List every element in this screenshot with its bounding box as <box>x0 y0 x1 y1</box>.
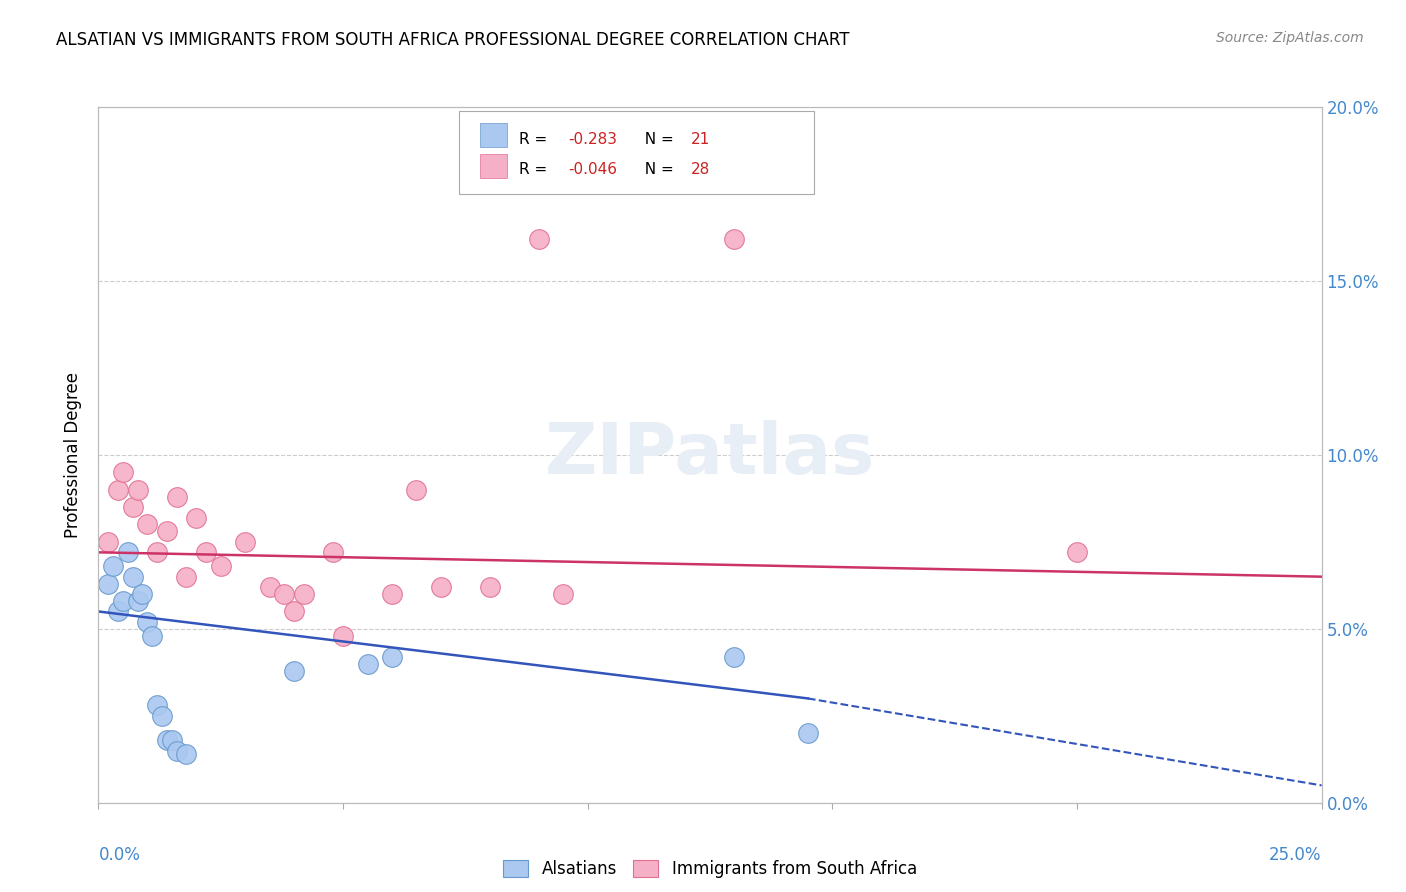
FancyBboxPatch shape <box>479 123 508 147</box>
Text: ALSATIAN VS IMMIGRANTS FROM SOUTH AFRICA PROFESSIONAL DEGREE CORRELATION CHART: ALSATIAN VS IMMIGRANTS FROM SOUTH AFRICA… <box>56 31 849 49</box>
Point <box>322 545 344 559</box>
FancyBboxPatch shape <box>479 153 508 178</box>
Text: N =: N = <box>636 132 679 147</box>
Point <box>121 570 143 584</box>
Text: 25.0%: 25.0% <box>1270 846 1322 863</box>
Point <box>166 744 188 758</box>
Point <box>1066 545 1088 559</box>
Text: 0.0%: 0.0% <box>98 846 141 863</box>
Point <box>150 708 173 723</box>
Point <box>156 524 179 539</box>
Text: -0.283: -0.283 <box>568 132 617 147</box>
Point <box>111 594 134 608</box>
Point <box>430 580 453 594</box>
Point <box>146 698 169 713</box>
Point <box>283 664 305 678</box>
Point <box>136 517 159 532</box>
Point <box>160 733 183 747</box>
Legend: Alsatians, Immigrants from South Africa: Alsatians, Immigrants from South Africa <box>496 854 924 885</box>
Point <box>117 545 139 559</box>
Text: 21: 21 <box>690 132 710 147</box>
Point <box>478 580 501 594</box>
Point <box>381 649 404 664</box>
Point <box>195 545 218 559</box>
Text: Source: ZipAtlas.com: Source: ZipAtlas.com <box>1216 31 1364 45</box>
Point <box>356 657 378 671</box>
Point <box>121 500 143 514</box>
Text: R =: R = <box>519 132 553 147</box>
Point <box>166 490 188 504</box>
Point <box>141 629 163 643</box>
Point <box>127 594 149 608</box>
Point <box>209 559 232 574</box>
Point <box>259 580 281 594</box>
Point <box>136 615 159 629</box>
Point <box>723 649 745 664</box>
Text: N =: N = <box>636 162 679 178</box>
Point <box>292 587 315 601</box>
Text: ZIPatlas: ZIPatlas <box>546 420 875 490</box>
Point <box>156 733 179 747</box>
Point <box>405 483 427 497</box>
Point <box>186 510 208 524</box>
Point <box>553 587 575 601</box>
Point <box>131 587 153 601</box>
Y-axis label: Professional Degree: Professional Degree <box>65 372 83 538</box>
Point <box>127 483 149 497</box>
Point <box>381 587 404 601</box>
Point <box>146 545 169 559</box>
Text: -0.046: -0.046 <box>568 162 617 178</box>
Point <box>107 483 129 497</box>
Point <box>111 466 134 480</box>
Point <box>527 232 550 246</box>
Point <box>283 605 305 619</box>
Text: 28: 28 <box>690 162 710 178</box>
Point <box>797 726 820 740</box>
Point <box>233 534 256 549</box>
Point <box>176 570 198 584</box>
Text: R =: R = <box>519 162 553 178</box>
Point <box>97 534 120 549</box>
Point <box>97 576 120 591</box>
FancyBboxPatch shape <box>460 111 814 194</box>
Point <box>273 587 295 601</box>
Point <box>332 629 354 643</box>
Point <box>107 605 129 619</box>
Point <box>176 747 198 761</box>
Point <box>723 232 745 246</box>
Point <box>101 559 124 574</box>
